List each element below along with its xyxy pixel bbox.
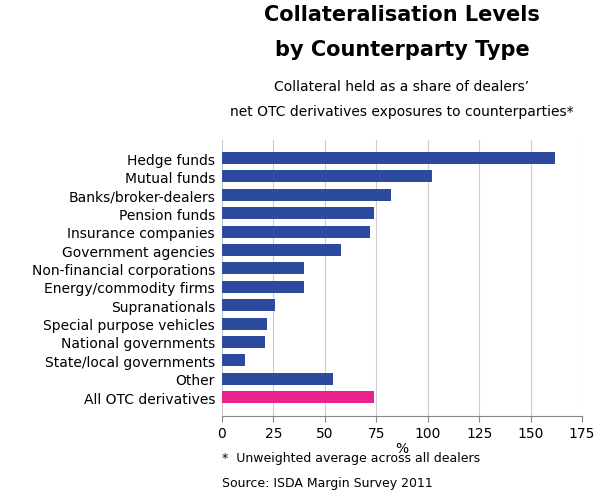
Bar [222, 300, 275, 312]
Bar [222, 391, 374, 403]
Bar [222, 226, 370, 238]
Text: by Counterparty Type: by Counterparty Type [275, 40, 529, 60]
Text: net OTC derivatives exposures to counterparties*: net OTC derivatives exposures to counter… [230, 105, 574, 119]
Bar [222, 373, 333, 385]
Bar [222, 189, 391, 201]
Bar [222, 263, 304, 275]
Text: Collateral held as a share of dealers’: Collateral held as a share of dealers’ [274, 80, 530, 94]
Bar [222, 355, 245, 367]
Bar [222, 318, 267, 330]
Bar [222, 281, 304, 293]
Bar [222, 244, 341, 257]
Bar [222, 336, 265, 348]
Text: Collateralisation Levels: Collateralisation Levels [264, 5, 540, 25]
Bar [222, 171, 432, 183]
Text: *  Unweighted average across all dealers: * Unweighted average across all dealers [222, 451, 480, 464]
Text: Source: ISDA Margin Survey 2011: Source: ISDA Margin Survey 2011 [222, 476, 433, 489]
Bar [222, 208, 374, 220]
X-axis label: %: % [395, 441, 409, 455]
Bar [222, 153, 555, 165]
